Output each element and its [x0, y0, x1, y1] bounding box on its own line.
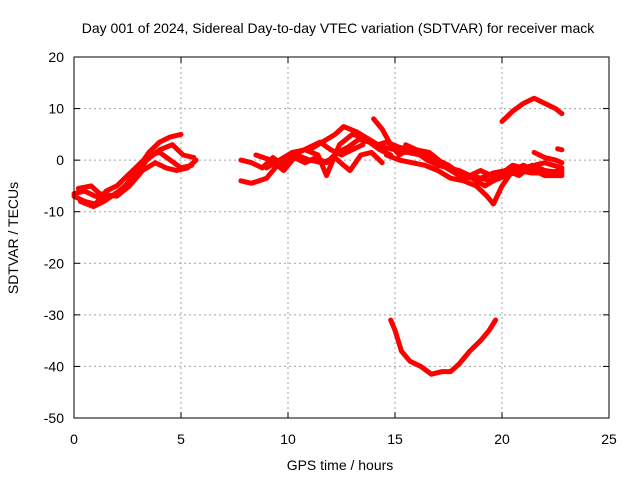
- x-tick-label: 5: [177, 431, 185, 447]
- series-line-trace-p: [531, 149, 565, 166]
- chart-title: Day 001 of 2024, Sidereal Day-to-day VTE…: [82, 20, 595, 36]
- y-tick-label: -10: [44, 204, 64, 220]
- x-tick-label: 25: [601, 431, 617, 447]
- y-tick-label: 10: [48, 101, 64, 117]
- x-tick-label: 20: [494, 431, 510, 447]
- series-line-trace-q: [555, 146, 565, 153]
- y-tick-labels: -50 -40 -30 -20 -10 0 10 20: [44, 49, 64, 426]
- x-tick-label: 0: [70, 431, 78, 447]
- series-line-trace-b: [71, 149, 195, 207]
- series-line-trace-d: [77, 142, 197, 210]
- data-traces: [71, 95, 565, 377]
- plot-frame: [73, 56, 610, 419]
- series-line-trace-g: [253, 149, 385, 173]
- x-tick-label: 15: [387, 431, 403, 447]
- series-line-trace-o: [499, 95, 565, 124]
- y-axis-label: SDTVAR / TECUs: [5, 182, 21, 294]
- series-line-trace-h: [264, 131, 409, 179]
- series-line-trace-l: [392, 147, 565, 189]
- y-tick-label: 20: [48, 49, 64, 65]
- x-tick-labels: 0 5 10 15 20 25: [70, 431, 617, 447]
- series-line-trace-n: [413, 147, 565, 181]
- y-tick-label: -50: [44, 410, 64, 426]
- series-line-trace-c: [75, 157, 199, 199]
- y-tick-label: -40: [44, 358, 64, 374]
- y-tick-label: 0: [56, 152, 64, 168]
- x-axis-label: GPS time / hours: [287, 457, 394, 473]
- y-tick-label: -20: [44, 255, 64, 271]
- axis-ticks: [73, 56, 610, 419]
- series-line-trace-r: [388, 317, 499, 377]
- x-tick-label: 10: [280, 431, 296, 447]
- y-tick-label: -30: [44, 307, 64, 323]
